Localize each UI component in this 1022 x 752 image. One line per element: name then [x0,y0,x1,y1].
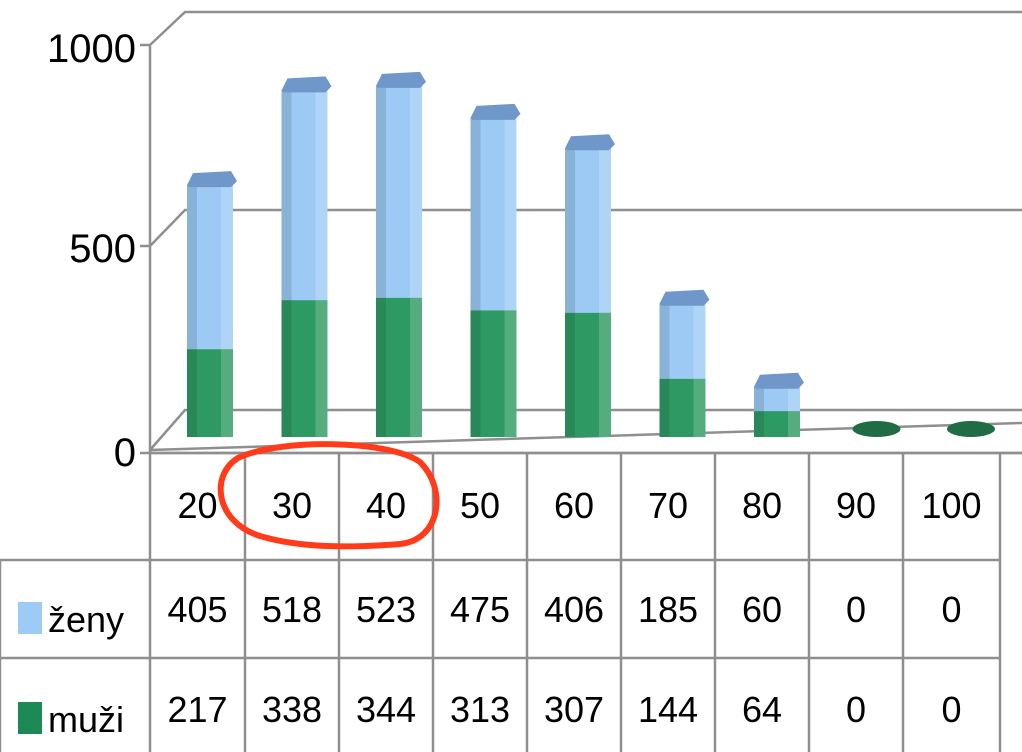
category-label: 30 [272,485,312,526]
data-label: 523 [356,589,416,630]
bar-women-70 [659,289,710,379]
data-label: 0 [941,689,961,730]
legend: ženy muži [18,599,124,740]
data-label: 144 [638,689,698,730]
data-label: 313 [450,689,510,730]
data-label: 0 [846,689,866,730]
bar-women-60-top [565,134,615,151]
bar-cap-90 [852,421,901,437]
bars [187,71,995,437]
data-table: 20 30 40 50 60 70 80 90 100 405 518 523 475 406 185 60 0… [0,451,1022,752]
y-tick-label: 0 [114,431,136,475]
bar-men-70 [659,378,706,437]
category-label: 90 [836,485,876,526]
data-label: 185 [638,589,698,630]
data-label: 518 [262,589,322,630]
bar-men-40 [376,297,422,437]
bar-men-60 [565,312,611,437]
category-label: 80 [742,485,782,526]
bar-women-60 [565,134,615,313]
bar-women-40-top [376,71,426,88]
data-label: 0 [941,589,961,630]
y-axis-ticks: 0 500 1000 [47,27,136,475]
category-label: 20 [177,485,217,526]
legend-swatch [18,602,42,634]
category-label: 40 [366,485,406,526]
bar-women-40 [376,71,426,298]
data-label: 406 [544,589,604,630]
bar-women-20 [187,171,237,350]
legend-label: muži [48,699,124,740]
category-label: 50 [460,485,500,526]
bar-women-30-top [281,76,332,93]
category-label: 100 [921,485,981,526]
data-label: 344 [356,689,416,730]
bar-women-80-top [754,372,804,389]
category-label: 70 [648,485,688,526]
data-label: 60 [742,589,782,630]
data-label: 307 [544,689,604,730]
bar-men-20 [187,349,233,437]
y-tick-label: 1000 [47,27,136,71]
axis-ticks [140,43,150,455]
legend-swatch [18,702,42,734]
data-label: 338 [262,689,322,730]
data-label: 0 [846,589,866,630]
y-tick-label: 500 [69,227,136,271]
legend-label: ženy [48,599,124,640]
bar-women-30 [281,76,332,301]
category-label: 60 [554,485,594,526]
bar-cap-100 [947,421,995,437]
bar-women-80 [754,372,804,412]
bar-women-70-top [659,289,710,306]
bar-men-80 [754,411,800,437]
highlight-circle [217,441,440,550]
bar-men-30 [281,300,328,437]
bar-women-20-top [187,171,237,188]
data-label: 405 [167,589,227,630]
data-label: 217 [167,689,227,730]
bar-women-50-top [470,103,521,120]
data-label: 64 [742,689,782,730]
bar-women-50 [470,103,521,311]
bar-men-50 [470,310,517,437]
data-label: 475 [450,589,510,630]
